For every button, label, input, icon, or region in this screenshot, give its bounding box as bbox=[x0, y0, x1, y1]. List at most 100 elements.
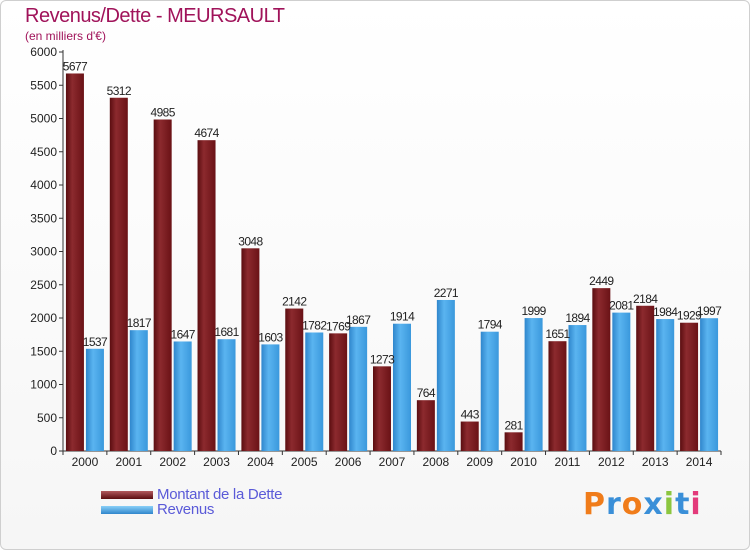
logo-letter: i bbox=[663, 487, 676, 522]
data-label-revenus: 2271 bbox=[434, 286, 459, 300]
bar-dette bbox=[241, 248, 260, 451]
axes: 0 500 1000 1500 2000 2500 3000 3500 4000 4500 5000… bbox=[30, 45, 722, 469]
bar-dette bbox=[460, 421, 479, 451]
legend: Montant de la Dette Revenus bbox=[101, 486, 283, 518]
data-label-dette: 1651 bbox=[545, 327, 570, 341]
data-label-revenus: 1867 bbox=[346, 313, 371, 327]
data-label-dette: 2142 bbox=[282, 295, 307, 309]
bar-dette bbox=[153, 119, 172, 451]
data-label-dette: 281 bbox=[504, 418, 523, 432]
x-tick-label: 2005 bbox=[291, 455, 318, 469]
bar-dette bbox=[680, 322, 699, 451]
data-label-revenus: 1794 bbox=[478, 318, 503, 332]
y-tick-label: 0 bbox=[50, 444, 57, 458]
x-tick-label: 2007 bbox=[379, 455, 406, 469]
bar-revenus bbox=[568, 325, 587, 451]
y-tick-label: 3500 bbox=[30, 211, 57, 225]
data-label-dette: 1273 bbox=[370, 352, 395, 366]
bar-dette bbox=[592, 288, 611, 451]
bars bbox=[65, 73, 719, 452]
bar-revenus bbox=[524, 318, 543, 451]
data-label-revenus: 1997 bbox=[697, 304, 722, 318]
data-label-revenus: 1817 bbox=[127, 316, 152, 330]
y-tick-label: 2500 bbox=[30, 278, 57, 292]
data-label-revenus: 1537 bbox=[83, 335, 108, 349]
chart-title: Revenus/Dette - MEURSAULT bbox=[25, 5, 285, 27]
bar-dette bbox=[416, 400, 435, 451]
x-tick-label: 2014 bbox=[686, 455, 713, 469]
x-tick-label: 2001 bbox=[115, 455, 142, 469]
bar-revenus bbox=[349, 326, 368, 451]
legend-item-revenus: Revenus bbox=[101, 501, 282, 518]
bar-dette bbox=[548, 341, 567, 451]
logo-letter: t bbox=[675, 487, 691, 522]
y-tick-label: 5000 bbox=[30, 112, 57, 126]
y-tick-label: 5500 bbox=[30, 78, 57, 92]
logo-letter: i bbox=[690, 487, 702, 522]
bar-revenus bbox=[173, 341, 192, 451]
data-label-revenus: 2081 bbox=[609, 299, 634, 313]
x-tick-label: 2000 bbox=[72, 455, 99, 469]
bar-dette bbox=[197, 140, 216, 451]
bar-revenus bbox=[305, 332, 324, 451]
bar-dette bbox=[65, 73, 84, 452]
bar-dette bbox=[504, 432, 523, 451]
data-label-dette: 4985 bbox=[151, 105, 176, 119]
bar-dette bbox=[109, 97, 128, 451]
x-tick-label: 2011 bbox=[555, 455, 581, 469]
data-label-revenus: 1647 bbox=[171, 327, 196, 341]
x-tick-label: 2006 bbox=[335, 455, 362, 469]
x-tick-label: 2004 bbox=[247, 455, 274, 469]
data-label-dette: 2449 bbox=[589, 274, 614, 288]
bar-revenus bbox=[436, 299, 455, 451]
data-label-dette: 5677 bbox=[63, 59, 88, 73]
y-tick-label: 500 bbox=[37, 411, 57, 425]
bar-dette bbox=[636, 305, 655, 451]
y-tick-label: 3000 bbox=[30, 245, 57, 259]
chart-subtitle: (en milliers d'€) bbox=[25, 29, 106, 43]
y-tick-label: 4500 bbox=[30, 145, 57, 159]
bar-revenus bbox=[85, 348, 104, 451]
data-label-dette: 1929 bbox=[677, 309, 702, 323]
bar-revenus bbox=[656, 319, 675, 451]
bar-revenus bbox=[480, 331, 499, 451]
x-tick-label: 2003 bbox=[203, 455, 230, 469]
data-label-revenus: 1914 bbox=[390, 310, 415, 324]
legend-label-dette: Montant de la Dette bbox=[157, 486, 283, 503]
legend-label-revenus: Revenus bbox=[157, 501, 215, 518]
data-labels: 5677 5312 4985 4674 3048 2142 1769 1273 764 443 28… bbox=[63, 59, 723, 432]
data-label-revenus: 1984 bbox=[653, 305, 678, 319]
logo-letter: r bbox=[606, 487, 622, 522]
data-label-dette: 2184 bbox=[633, 292, 658, 306]
data-label-revenus: 1999 bbox=[521, 304, 546, 318]
bar-dette bbox=[329, 333, 348, 451]
proxiti-logo: Proxiti bbox=[583, 487, 702, 522]
data-label-revenus: 1894 bbox=[565, 311, 590, 325]
data-label-dette: 3048 bbox=[238, 234, 263, 248]
logo-letter: x bbox=[643, 487, 664, 522]
bar-dette bbox=[285, 308, 304, 451]
y-tick-label: 6000 bbox=[30, 45, 57, 59]
data-label-dette: 4674 bbox=[194, 126, 219, 140]
x-tick-label: 2012 bbox=[598, 455, 625, 469]
data-label-dette: 764 bbox=[417, 386, 436, 400]
data-label-dette: 1769 bbox=[326, 319, 351, 333]
bar-revenus bbox=[612, 312, 631, 451]
data-label-dette: 5312 bbox=[107, 84, 132, 98]
y-tick-label: 1000 bbox=[30, 378, 57, 392]
data-label-revenus: 1603 bbox=[258, 330, 283, 344]
legend-swatch-revenus bbox=[101, 505, 153, 514]
logo-letter: P bbox=[583, 487, 606, 522]
logo-letter: o bbox=[621, 487, 644, 522]
bar-revenus bbox=[217, 339, 236, 451]
data-label-revenus: 1782 bbox=[302, 318, 327, 332]
y-tick-label: 1500 bbox=[30, 344, 57, 358]
y-tick-label: 4000 bbox=[30, 178, 57, 192]
data-label-dette: 443 bbox=[461, 408, 480, 422]
bar-revenus bbox=[261, 344, 280, 451]
legend-item-dette: Montant de la Dette bbox=[101, 486, 283, 503]
x-tick-label: 2009 bbox=[466, 455, 493, 469]
bar-revenus bbox=[700, 318, 719, 451]
